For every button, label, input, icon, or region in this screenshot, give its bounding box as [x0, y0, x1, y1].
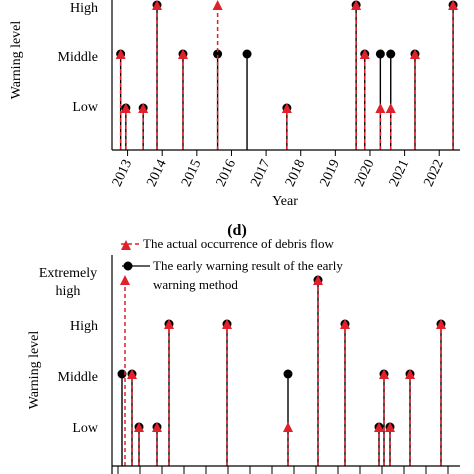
actual-marker-7	[313, 275, 323, 285]
top-x-tick-label-2017: 2017	[248, 157, 273, 189]
top-y-axis-label: Warning level	[9, 21, 24, 100]
actual-marker-13	[436, 319, 446, 329]
legend-actual-marker	[121, 240, 131, 250]
actual-marker-6	[281, 103, 292, 113]
actual-marker-0	[120, 275, 130, 285]
actual-marker-5	[212, 0, 223, 10]
top-x-tick-label-2014: 2014	[144, 157, 169, 189]
top-x-ticks: 2013 2014 2015 2016 2017 2018 2019 2020 2021 2022	[110, 150, 447, 189]
top-panel: Warning level High Middle Low 2013 2014 20…	[9, 0, 460, 209]
top-x-tick-label-2013: 2013	[110, 157, 135, 189]
actual-marker-12	[448, 0, 459, 10]
warning-marker-5	[213, 49, 223, 59]
legend-warning-text-line1: The early warning result of the early	[153, 258, 343, 273]
bottom-x-ticks	[117, 466, 449, 474]
top-stems	[115, 0, 459, 150]
top-y-tick-low: Low	[72, 100, 99, 115]
actual-marker-11	[409, 49, 420, 59]
legend-warning-marker	[123, 261, 133, 271]
actual-marker-7	[351, 0, 362, 10]
bottom-y-tick-middle: Middle	[58, 370, 98, 385]
top-x-tick-label-2021: 2021	[387, 157, 412, 189]
actual-marker-4	[177, 49, 188, 59]
bottom-y-tick-high: High	[70, 319, 98, 334]
top-x-tick-label-2018: 2018	[283, 157, 308, 189]
bottom-panel: Warning level Extremely high High Middle…	[27, 236, 460, 474]
actual-marker-10	[374, 422, 384, 432]
actual-marker-3	[152, 0, 163, 10]
top-x-tick-label-2020: 2020	[352, 157, 377, 189]
legend-warning-text-line2: warning method	[153, 277, 238, 292]
bottom-y-tick-extremely: Extremely	[39, 266, 97, 281]
actual-marker-9	[379, 369, 389, 379]
top-x-tick-label-2019: 2019	[318, 157, 343, 189]
actual-marker-12	[405, 369, 415, 379]
legend-actual-text: The actual occurrence of debris flow	[143, 236, 335, 251]
top-x-tick-label-2016: 2016	[214, 157, 239, 189]
actual-marker-9	[375, 103, 386, 113]
actual-marker-5	[222, 319, 232, 329]
actual-marker-6	[283, 422, 293, 432]
warning-marker-11	[386, 49, 396, 59]
panel-label-d: (d)	[227, 222, 247, 239]
actual-marker-10	[385, 103, 396, 113]
bottom-stems	[117, 275, 446, 466]
legend: The actual occurrence of debris flow The…	[121, 236, 343, 292]
bottom-y-tick-low: Low	[72, 421, 99, 436]
warning-marker-6	[283, 369, 293, 379]
warning-marker-10	[375, 49, 385, 59]
actual-marker-4	[164, 319, 174, 329]
top-y-tick-middle: Middle	[58, 50, 98, 65]
actual-marker-11	[385, 422, 395, 432]
actual-marker-0	[115, 49, 126, 59]
top-x-tick-label-2015: 2015	[179, 157, 204, 189]
actual-marker-3	[152, 422, 162, 432]
actual-marker-8	[340, 319, 350, 329]
actual-marker-1	[120, 103, 131, 113]
bottom-y-axis-label: Warning level	[27, 331, 42, 410]
top-x-tick-label-2022: 2022	[421, 157, 446, 189]
top-x-axis-label: Year	[272, 194, 298, 209]
actual-marker-1	[127, 369, 137, 379]
bottom-y-tick-high-line2: high	[56, 284, 81, 299]
warning-marker-6	[242, 49, 252, 59]
actual-marker-8	[359, 49, 370, 59]
actual-marker-2	[138, 103, 149, 113]
top-y-tick-high: High	[70, 1, 98, 16]
actual-marker-2	[134, 422, 144, 432]
